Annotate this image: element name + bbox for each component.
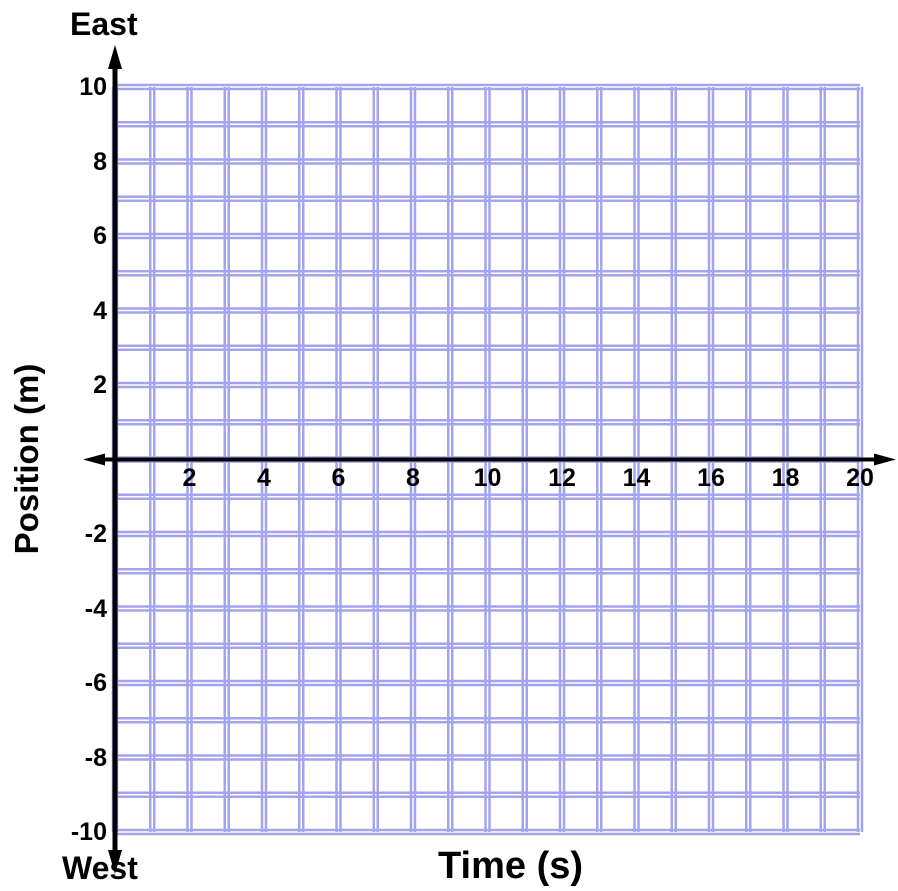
y-tick-label: 4 (93, 296, 107, 325)
x-tick-label: 20 (846, 463, 874, 492)
y-tick-label: 8 (93, 147, 107, 176)
y-tick-label: -6 (84, 669, 107, 697)
x-tick-label: 2 (182, 463, 197, 492)
x-tick-label: 18 (771, 463, 800, 492)
x-axis-title: Time (s) (438, 845, 584, 887)
y-tick-label: -2 (84, 520, 107, 548)
x-tick-label: 10 (473, 463, 502, 492)
y-axis-arrow-up (108, 45, 122, 69)
x-tick-label: 8 (406, 463, 420, 492)
x-tick-label: 6 (331, 463, 346, 492)
x-axis-arrow-right (874, 453, 896, 466)
y-axis-bottom-label: West (62, 850, 138, 886)
x-tick-label: 16 (697, 463, 725, 492)
x-tick-label: 4 (257, 463, 271, 492)
x-axis-arrow-left (83, 453, 105, 466)
y-tick-label: -8 (84, 743, 107, 772)
y-axis-arrow-down (108, 850, 122, 874)
y-axis-top-label: East (70, 6, 138, 42)
y-tick-label: -4 (84, 594, 107, 623)
y-tick-label: 6 (93, 222, 107, 250)
y-tick-label: 2 (93, 371, 107, 399)
x-tick-label: 12 (548, 463, 576, 492)
y-tick-label: -10 (70, 818, 107, 846)
x-tick-label: 14 (622, 463, 651, 492)
y-tick-label: 10 (79, 73, 107, 101)
